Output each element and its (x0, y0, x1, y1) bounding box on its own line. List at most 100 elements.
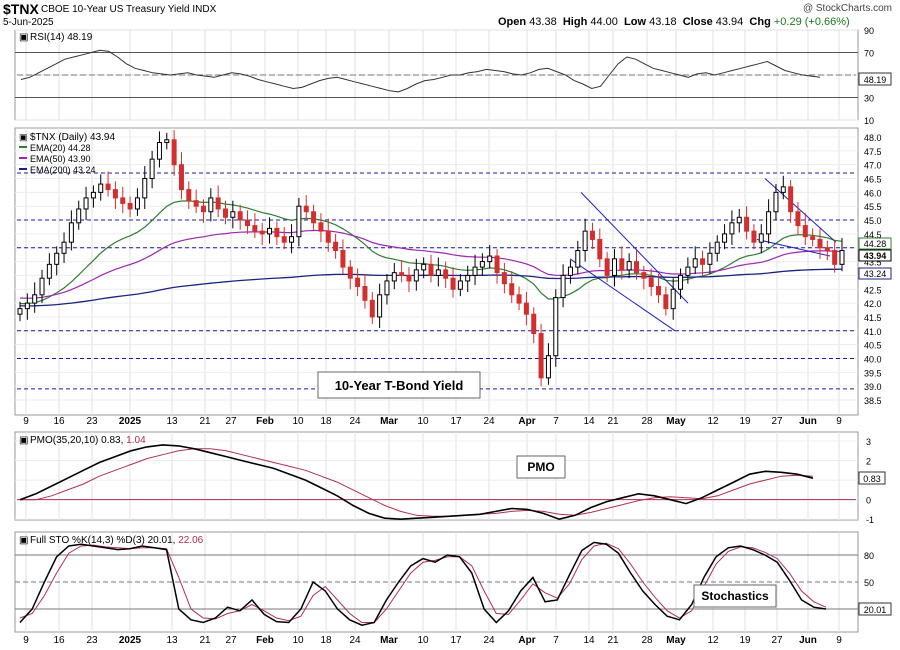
candle-body (435, 269, 441, 276)
x-tick-label: 14 (583, 635, 595, 646)
close-value: 43.94 (715, 16, 744, 28)
candle-body (722, 233, 728, 243)
candle-body (274, 227, 280, 238)
x-tick-label: 9 (23, 416, 29, 427)
candle-body (523, 302, 529, 315)
pmo-signal-line (20, 448, 814, 517)
price-tick: 39.5 (864, 368, 882, 378)
x-tick-label: 7 (553, 416, 559, 427)
candle-body (54, 252, 60, 265)
candle-body (560, 274, 566, 299)
name-text: CBOE 10-Year US Treasury Yield (41, 4, 190, 15)
sto-annotation: Stochastics (693, 584, 777, 608)
candle-body (839, 250, 845, 265)
candle-body (296, 205, 302, 238)
price-tick: 42.5 (864, 285, 882, 295)
candle-body (611, 258, 617, 276)
price-annotation: 10-Year T-Bond Yield (317, 371, 481, 399)
x-tick-label: 23 (86, 416, 98, 427)
pmo-panel (14, 431, 859, 521)
rsi-last-text: 48.19 (864, 75, 887, 85)
candle-body (766, 211, 772, 235)
candle-body (112, 189, 118, 199)
x-tick-label: 19 (739, 416, 751, 427)
candle-body (626, 261, 632, 271)
candle-body (149, 158, 155, 180)
candle-body (384, 280, 390, 296)
candle-body (832, 250, 838, 265)
trendline (569, 258, 676, 332)
price-tick: 42.0 (864, 299, 882, 309)
pmo-annotation-text: PMO (527, 460, 554, 474)
price-tick: 46.0 (864, 188, 882, 198)
x-tick-label: 24 (483, 416, 495, 427)
chg-value: +0.29 (+0.66%) (773, 16, 850, 28)
price-tick: 39.0 (864, 382, 882, 392)
candle-body (230, 211, 236, 218)
pmo-tick: 3 (866, 437, 871, 447)
candle-body (156, 142, 162, 160)
candle-body (17, 308, 23, 315)
candle-body (377, 294, 383, 318)
x-tick-label: 27 (771, 416, 783, 427)
candle-body (597, 238, 603, 260)
pmo-label-main: PMO(35,20,10) 0.83, (30, 435, 123, 446)
x-tick-label: 13 (166, 635, 178, 646)
candle-body (428, 263, 434, 276)
candle-body (68, 222, 74, 243)
price-tick: 40.0 (864, 354, 882, 364)
candle-body (641, 272, 647, 279)
candle-body (369, 299, 375, 318)
x-tick-label: Apr (518, 416, 535, 427)
candle-body (545, 355, 551, 379)
x-tick-label: Mar (380, 416, 398, 427)
candle-body (802, 225, 808, 238)
price-tick: 47.0 (864, 161, 882, 171)
pmo-tick: -1 (866, 515, 874, 525)
price-tick: 48.0 (864, 133, 882, 143)
candle-body (678, 274, 684, 290)
x-tick-label: 27 (771, 635, 783, 646)
pmo-label: PMO(35,20,10) 0.83, 1.04 (30, 435, 146, 446)
open-value: 43.38 (529, 16, 557, 28)
trendline (580, 192, 689, 304)
candle-body (656, 285, 662, 296)
x-tick-label: May (666, 416, 686, 427)
legend-price: $TNX (Daily) 43.94 (30, 132, 115, 143)
candle-body (479, 261, 485, 268)
instrument-name: CBOE 10-Year US Treasury Yield INDX (41, 4, 216, 15)
candle-body (457, 280, 463, 290)
pmo-tick: 2 (866, 457, 871, 467)
rsi-last-tag: 48.19 (858, 72, 892, 86)
x-tick-label: 2025 (119, 635, 142, 646)
x-tick-label: 9 (836, 635, 842, 646)
candle-body (303, 205, 309, 213)
candle-body (333, 241, 339, 252)
candle-body (362, 285, 368, 301)
copyright-label: @ StockCharts.com (802, 3, 892, 14)
legend-ema200: EMA(200) 43.24 (30, 165, 96, 175)
candle-body (751, 230, 757, 243)
price-tick: 38.5 (864, 396, 882, 406)
candle-body (736, 216, 742, 224)
candle-body (795, 211, 801, 227)
candle-body (134, 197, 140, 210)
candle-body (215, 197, 221, 210)
x-tick-label: Mar (380, 635, 398, 646)
candle-body (186, 189, 192, 202)
svg-text:▣: ▣ (19, 32, 28, 43)
rsi-tick: 10 (864, 116, 874, 126)
candle-body (567, 266, 573, 276)
candle-body (252, 225, 258, 232)
svg-text:▣: ▣ (19, 435, 28, 446)
candle-body (223, 208, 228, 218)
pmo-label-signal: 1.04 (123, 435, 146, 446)
candle-body (582, 230, 588, 252)
candle-body (90, 191, 96, 199)
candle-body (516, 294, 522, 304)
x-tick-label: 12 (707, 416, 719, 427)
rsi-tick: 30 (864, 94, 874, 104)
candle-body (685, 266, 691, 276)
legend-ema50: EMA(50) 43.90 (30, 154, 91, 164)
